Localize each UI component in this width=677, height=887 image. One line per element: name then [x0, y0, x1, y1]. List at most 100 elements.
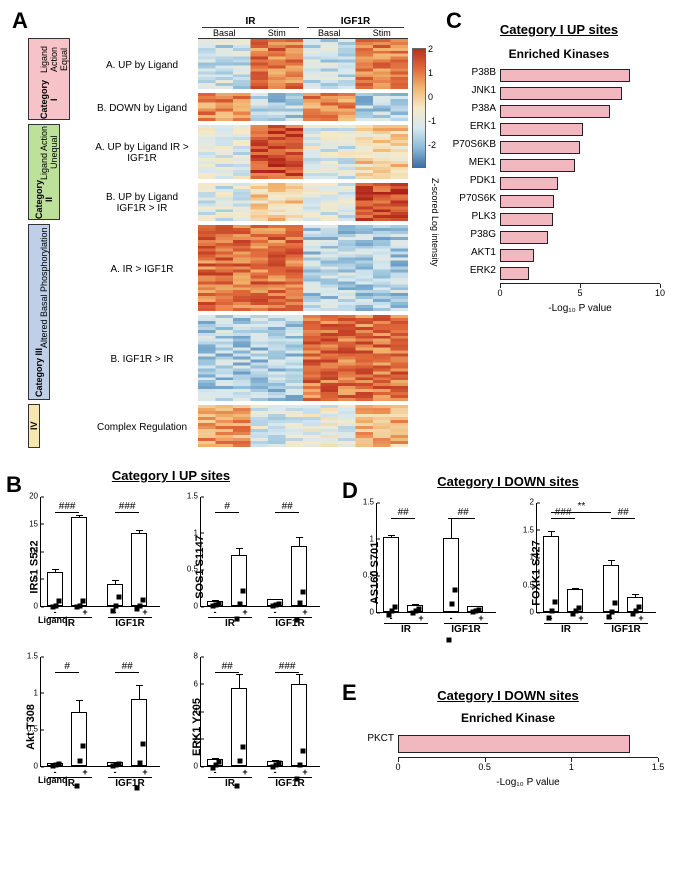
bar [107, 762, 123, 766]
subcategory-label: A. UP by Ligand [94, 38, 190, 92]
bar [47, 572, 63, 606]
kinase-row [500, 265, 660, 281]
chart-plot: 00.511.5### [200, 497, 320, 607]
kinase-row [500, 67, 660, 83]
panel-e-title: Category I DOWN sites [342, 688, 674, 703]
colorbar [412, 48, 426, 168]
kinase-bar [500, 177, 558, 190]
kinase-label: P70S6KB [448, 139, 496, 150]
kinase-bar [500, 141, 580, 154]
panel-a-label: A [12, 8, 28, 34]
subcategory-label: B. IGF1R > IR [94, 314, 190, 404]
kinase-row [500, 175, 660, 191]
kinase-label: PLK3 [448, 211, 496, 222]
kinase-row [500, 211, 660, 227]
kinase-row [500, 157, 660, 173]
panel-e-subtitle: Enriched Kinase [342, 711, 674, 725]
hm-group-0: IR [202, 16, 299, 28]
mini-chart: Akt T30800.511.5###-+-+IRIGF1RLigand [6, 647, 166, 807]
kinase-row [500, 229, 660, 245]
bar [231, 688, 247, 766]
panel-d-charts: AS160 S70100.511.5####-+-+IRIGF1RFOXK1 S… [342, 493, 674, 653]
kinase-label: ERK1 [448, 121, 496, 132]
heatmap-area: IR BasalStim IGF1R BasalStim [198, 16, 408, 460]
bar [543, 536, 559, 612]
subcategory-stack: A. UP by LigandB. DOWN by LigandA. UP by… [94, 38, 190, 450]
kinase-row [500, 193, 660, 209]
kinase-bar [500, 123, 583, 136]
bar [603, 565, 619, 612]
bar [207, 601, 223, 606]
panel-e-label: E [342, 680, 357, 706]
bar [131, 533, 147, 606]
category-block: Category IILigand Action Unequal [28, 124, 60, 220]
kinase-row [500, 247, 660, 263]
mini-chart: ERK1 Y20502468#####-+-+IRIGF1R [166, 647, 326, 807]
subcategory-label: A. UP by Ligand IR > IGF1R [94, 124, 190, 182]
subcategory-label: B. DOWN by Ligand [94, 92, 190, 124]
kinase-row [500, 139, 660, 155]
panel-c-label: C [446, 8, 462, 34]
panel-a: A Category ILigand Action Equal Category … [8, 8, 442, 464]
category-block: IV [28, 404, 40, 448]
kinase-label: JNK1 [448, 85, 496, 96]
mini-chart: SOS1 S114700.511.5###-+-+IRIGF1R [166, 487, 326, 647]
panel-b-title: Category I UP sites [6, 468, 336, 483]
panel-d: D Category I DOWN sites AS160 S70100.511… [342, 478, 674, 668]
bar [71, 712, 87, 766]
bar [131, 699, 147, 766]
panel-c: C Category I UP sites Enriched Kinases P… [446, 8, 672, 328]
heatmap-header: IR BasalStim IGF1R BasalStim [198, 16, 408, 39]
kinase-row [500, 103, 660, 119]
kinase-label: ERK2 [448, 265, 496, 276]
kinase-label: AKT1 [448, 247, 496, 258]
bar [267, 599, 283, 606]
bar [71, 517, 87, 606]
chart-plot: 00.511.52#####** [536, 503, 656, 613]
subcategory-label: Complex Regulation [94, 404, 190, 450]
kinase-bar [500, 159, 575, 172]
hm-group-1: IGF1R [307, 16, 404, 28]
category-block: Category ILigand Action Equal [28, 38, 70, 120]
bar [267, 761, 283, 767]
kinase-row [500, 85, 660, 101]
mini-chart: AS160 S70100.511.5####-+-+IRIGF1R [342, 493, 502, 653]
bar [407, 605, 423, 612]
kinase-bar [500, 231, 548, 244]
kinase-label: PKCT [346, 733, 394, 744]
panel-c-title: Category I UP sites [446, 22, 672, 37]
kinase-label: P38A [448, 103, 496, 114]
chart-plot: 05101520###### [40, 497, 160, 607]
colorbar-label: Z-scored Log intensity [430, 178, 440, 267]
panel-e: E Category I DOWN sites Enriched Kinase … [342, 680, 674, 880]
bar [383, 537, 399, 612]
subcategory-label: B. UP by Ligand IGF1R > IR [94, 182, 190, 224]
bar [207, 759, 223, 766]
bar [47, 763, 63, 766]
kinase-label: PDK1 [448, 175, 496, 186]
panel-b: B Category I UP sites IRS1 S52205101520#… [6, 472, 336, 872]
heatmap-rows [198, 39, 408, 447]
bar [291, 546, 307, 606]
kinase-bar [500, 267, 529, 280]
category-block: Category IIIAltered Basal Phosphorylatio… [28, 224, 50, 400]
kinase-bar [500, 105, 610, 118]
bar [467, 606, 483, 612]
kinase-bar [398, 735, 630, 753]
kinase-label: P38B [448, 67, 496, 78]
kinase-bar [500, 87, 622, 100]
kinase-label: MEK1 [448, 157, 496, 168]
bar [107, 584, 123, 606]
kinase-label: P38G [448, 229, 496, 240]
bar [567, 589, 583, 612]
kinase-bar [500, 69, 630, 82]
bar [443, 538, 459, 612]
panel-b-charts: IRS1 S52205101520######-+-+IRIGF1RLigand… [6, 487, 336, 807]
panel-d-title: Category I DOWN sites [342, 474, 674, 489]
chart-plot: 02468##### [200, 657, 320, 767]
kinase-row [500, 121, 660, 137]
kinase-bar [500, 195, 554, 208]
bar [231, 555, 247, 606]
mini-chart: FOXK1 S42700.511.52#####**-+-+IRIGF1R [502, 493, 662, 653]
kinase-bar [500, 249, 534, 262]
